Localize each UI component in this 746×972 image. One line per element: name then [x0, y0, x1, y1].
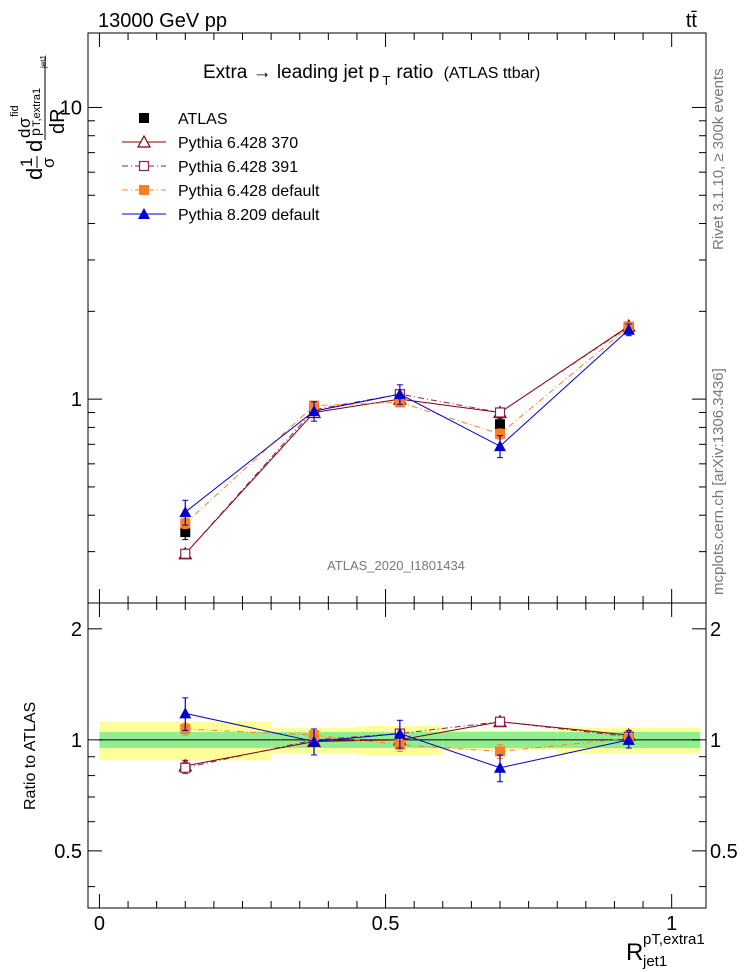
ylabel-d: d — [22, 168, 47, 180]
title-tag: (ATLAS ttbar) — [444, 65, 541, 82]
ylabel-sigma: σ — [39, 157, 58, 168]
legend-label: Pythia 6.428 370 — [178, 135, 298, 152]
series-line — [184, 326, 630, 524]
series-line — [184, 326, 630, 555]
energy-label: 13000 GeV pp — [98, 10, 227, 32]
analysis-label: ATLAS_2020_I1801434 — [327, 558, 465, 573]
series-0 — [180, 322, 634, 541]
ratio-point — [393, 727, 406, 739]
mcplots-label: mcplots.cern.ch [arXiv:1306.3436] — [710, 368, 727, 595]
legend-entry: Pythia 6.428 391 — [122, 159, 298, 176]
ylabel-fid: fid — [9, 105, 21, 117]
legend-label: Pythia 8.209 default — [178, 207, 320, 224]
legend-label: ATLAS — [178, 111, 228, 128]
title-main: Extra → leading jet p — [203, 62, 379, 83]
x-tick-label: 0 — [94, 913, 105, 935]
title-sub: T — [382, 73, 390, 88]
series-4 — [179, 323, 635, 526]
data-point — [622, 323, 635, 335]
ratio-y-tick-label-right: 0.5 — [710, 841, 738, 863]
legend-entry: Pythia 6.428 370 — [122, 134, 298, 152]
y-tick-label: 1 — [71, 389, 82, 411]
ratio-series-3 — [179, 697, 635, 783]
ylabel-one: 1 — [17, 158, 36, 167]
x-tick-label: 1 — [666, 913, 677, 935]
ratio-point — [494, 761, 506, 773]
ratio-y-tick-label-right: 2 — [710, 619, 721, 641]
legend-marker — [138, 208, 150, 219]
series-2 — [180, 321, 634, 559]
data-point — [495, 428, 505, 439]
ratio-y-tick-label: 0.5 — [54, 841, 82, 863]
xlabel-main: R — [626, 939, 643, 966]
data-point — [180, 527, 191, 538]
ratio-ylabel: Ratio to ATLAS — [22, 702, 39, 810]
legend-marker — [139, 185, 149, 195]
ylabel-pt: p — [27, 128, 43, 136]
legend-marker — [136, 134, 152, 148]
data-point — [494, 407, 506, 418]
legend-entry: Pythia 8.209 default — [122, 207, 320, 224]
ratio-y-tick-label: 2 — [71, 619, 82, 641]
title-tail: ratio — [396, 62, 433, 83]
process-label: tt̄ — [686, 10, 698, 32]
x-tick-label: 0.5 — [372, 913, 400, 935]
ratio-point — [180, 762, 191, 773]
series-1 — [178, 318, 636, 560]
legend-entry: Pythia 6.428 default — [122, 183, 320, 200]
y-tick-label: 10 — [60, 97, 82, 119]
ratio-panel: 0.5 0.5 1 1 2 2 0 0.5 1 Ratio to ATLAS R pT,extr… — [22, 602, 738, 970]
ylabel-sigma-fid: σ — [15, 117, 34, 128]
xlabel-sup: pT,extra1 — [643, 931, 705, 948]
ratio-point — [179, 707, 192, 719]
ratio-point — [308, 735, 321, 747]
ylabel-extra1: T,extra1 — [31, 88, 43, 127]
series-line — [184, 329, 630, 513]
series-line — [184, 325, 630, 555]
xlabel-sub: jet1 — [642, 953, 667, 970]
series-3 — [180, 321, 634, 530]
legend-entry: ATLAS — [139, 111, 228, 128]
ylabel-d3: d — [15, 129, 34, 138]
ylabel-dR: dR — [47, 108, 69, 134]
data-point — [308, 405, 321, 417]
data-point — [393, 388, 406, 400]
data-point — [180, 548, 191, 559]
xlabel: R — [626, 939, 643, 966]
data-point — [495, 419, 505, 430]
legend-marker — [138, 160, 150, 172]
legend: ATLAS Pythia 6.428 370 Pythia 6.428 391 Pyt… — [122, 111, 320, 224]
legend-marker — [139, 113, 149, 123]
main-ylabel: d 1 σ d d σ fid p T,extra1 jet1 dR — [9, 55, 69, 180]
ratio-point — [494, 716, 506, 727]
data-point — [179, 506, 192, 518]
ratio-y-tick-label: 1 — [71, 730, 82, 752]
data-point — [494, 440, 506, 452]
legend-label: Pythia 6.428 default — [178, 183, 320, 200]
ratio-frame — [87, 602, 707, 909]
svg-text:d: d — [22, 168, 47, 180]
ratio-point — [622, 733, 635, 745]
legend-label: Pythia 6.428 391 — [178, 159, 298, 176]
ylabel-d2: d — [22, 140, 47, 152]
ylabel-jet1: jet1 — [39, 55, 48, 69]
ratio-y-tick-label-right: 1 — [710, 730, 721, 752]
rivet-label: Rivet 3.1.10, ≥ 300k events — [710, 68, 727, 250]
ratio-point — [495, 746, 505, 757]
